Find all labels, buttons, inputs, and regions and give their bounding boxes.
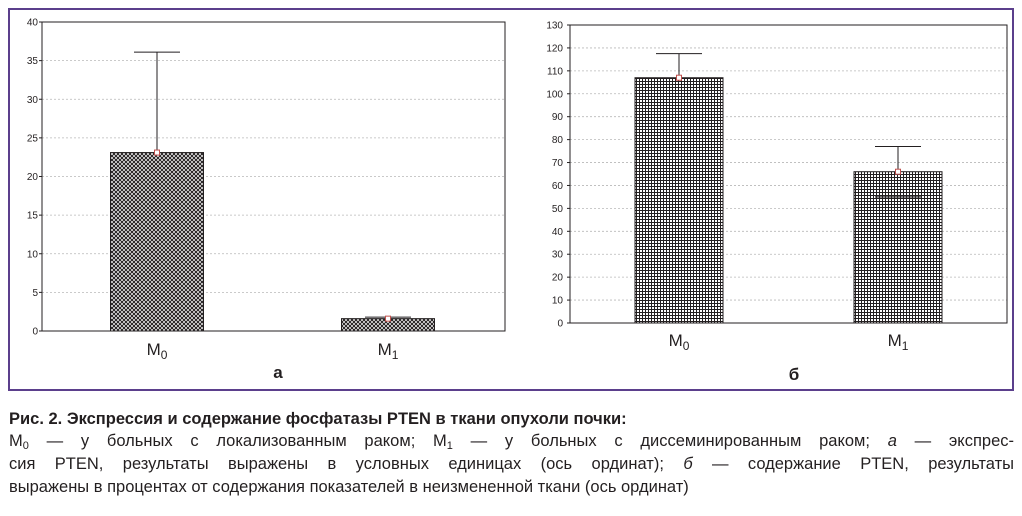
caption-line-3: выражены в процентах от содержания показ… bbox=[9, 476, 1014, 499]
ytick-label-b-4: 40 bbox=[552, 227, 564, 238]
caption-line-2: сия PTEN, результаты выражены в условных… bbox=[9, 453, 1014, 476]
category-label-sub-a-0: 0 bbox=[161, 348, 168, 362]
caption-line1-seg-1: 0 bbox=[22, 440, 29, 452]
caption-line3-seg-0: выражены в процентах от содержания показ… bbox=[9, 478, 689, 496]
ytick-label-b-5: 50 bbox=[552, 204, 564, 215]
caption-line1-seg-2: — у больных с локализованным раком; M bbox=[28, 432, 447, 450]
plot-area-a bbox=[41, 21, 506, 332]
category-label-a-0: M0 bbox=[147, 340, 168, 362]
ytick-label-a-2: 10 bbox=[27, 249, 39, 260]
ytick-label-b-8: 80 bbox=[552, 135, 564, 146]
mean-marker-a-0 bbox=[154, 149, 160, 156]
panel-label-b: б bbox=[789, 365, 800, 384]
caption-line2-seg-1: б bbox=[683, 455, 693, 473]
ytick-label-b-13: 130 bbox=[546, 21, 563, 32]
ytick-label-a-5: 25 bbox=[27, 133, 39, 144]
caption-line1-seg-0: M bbox=[9, 432, 23, 450]
ytick-label-b-12: 120 bbox=[546, 43, 563, 54]
bar-b-M1 bbox=[853, 171, 943, 324]
category-label-base-a-0: M bbox=[147, 340, 161, 359]
ytick-label-b-3: 30 bbox=[552, 250, 564, 261]
mean-marker-a-1 bbox=[385, 315, 391, 322]
category-label-sub-b-0: 0 bbox=[683, 339, 690, 353]
caption-line1-seg-6: — экспрес- bbox=[896, 432, 1014, 450]
caption-line1-seg-4: — у больных с диссеминированным раком; bbox=[452, 432, 888, 450]
ytick-label-a-1: 5 bbox=[32, 288, 38, 299]
mean-marker-b-1 bbox=[895, 168, 901, 175]
ytick-label-b-1: 10 bbox=[552, 296, 564, 307]
ytick-label-b-0: 0 bbox=[557, 319, 563, 330]
ytick-label-a-3: 15 bbox=[27, 211, 39, 222]
ytick-label-b-10: 100 bbox=[546, 89, 563, 100]
ytick-label-b-6: 60 bbox=[552, 181, 564, 192]
ytick-label-b-7: 70 bbox=[552, 158, 564, 169]
plot-area-b bbox=[569, 24, 1008, 324]
caption-line2-seg-0: сия PTEN, результаты выражены в условных… bbox=[9, 455, 684, 473]
ytick-label-b-2: 20 bbox=[552, 273, 564, 284]
caption-line-1: M0 — у больных с локализованным раком; M… bbox=[9, 430, 1014, 453]
category-label-base-b-1: M bbox=[888, 331, 902, 350]
category-label-base-a-1: M bbox=[378, 340, 392, 359]
panel-label-a: а bbox=[273, 363, 283, 382]
caption-line2-seg-2: — содержание PTEN, результаты bbox=[692, 455, 1015, 473]
ytick-label-a-6: 30 bbox=[27, 95, 39, 106]
category-label-b-1: M1 bbox=[888, 331, 909, 353]
mean-marker-b-0 bbox=[676, 74, 682, 81]
category-label-sub-b-1: 1 bbox=[902, 339, 909, 353]
caption-line1-seg-5: а bbox=[887, 432, 897, 450]
ytick-label-b-9: 90 bbox=[552, 112, 564, 123]
caption-line1-seg-3: 1 bbox=[446, 440, 453, 452]
ytick-label-a-7: 35 bbox=[27, 56, 39, 67]
category-label-sub-a-1: 1 bbox=[392, 348, 399, 362]
figure-caption: Рис. 2. Экспрессия и содержание фосфатаз… bbox=[9, 408, 1014, 499]
ytick-label-a-8: 40 bbox=[27, 18, 39, 29]
ytick-label-a-4: 20 bbox=[27, 172, 39, 183]
bar-b-M0 bbox=[634, 77, 724, 324]
category-label-base-b-0: M bbox=[669, 331, 683, 350]
bar-a-M0 bbox=[110, 152, 204, 332]
ytick-label-b-11: 110 bbox=[547, 66, 563, 77]
category-label-a-1: M1 bbox=[378, 340, 399, 362]
caption-title: Рис. 2. Экспрессия и содержание фосфатаз… bbox=[9, 410, 627, 428]
category-label-b-0: M0 bbox=[669, 331, 690, 353]
ytick-label-a-0: 0 bbox=[32, 327, 38, 338]
